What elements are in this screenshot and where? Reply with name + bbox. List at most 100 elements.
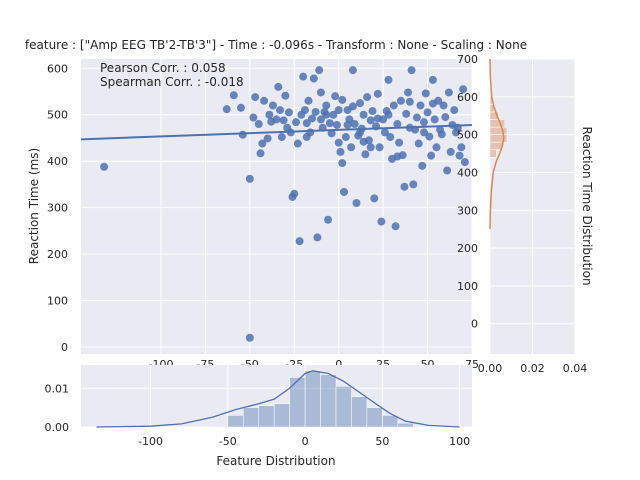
- scatter-point: [277, 133, 286, 142]
- bottom-hist-x-ticks: -100 -50 0 50 100: [138, 435, 470, 448]
- scatter-point: [384, 110, 393, 119]
- bottom-hist-y-ticks: 0.00 0.01: [45, 382, 70, 434]
- scatter-point: [386, 133, 395, 142]
- spearman-annotation: Spearman Corr. : -0.018: [100, 75, 244, 89]
- right-x-tick-label: 0.00: [478, 362, 503, 375]
- right-hist-grid: [489, 58, 576, 354]
- scatter-point: [444, 88, 453, 97]
- scatter-point: [404, 88, 413, 97]
- scatter-point: [414, 139, 423, 148]
- scatter-point: [384, 75, 393, 84]
- scatter-point: [324, 215, 333, 224]
- scatter-point: [229, 91, 238, 100]
- scatter-point: [245, 174, 254, 183]
- regression-line: [80, 123, 473, 141]
- scatter-y-tick-label: 200: [47, 248, 68, 261]
- bottom-hist-bar: [227, 415, 244, 428]
- scatter-point: [405, 97, 414, 106]
- bottom-hist-bar: [320, 374, 337, 428]
- scatter-point: [309, 74, 318, 83]
- scatter-point: [322, 110, 331, 119]
- scatter-point: [315, 66, 324, 75]
- right-hist-bar: [489, 126, 508, 135]
- scatter-point: [350, 120, 359, 129]
- scatter-point: [293, 139, 302, 148]
- scatter-point: [460, 158, 469, 167]
- scatter-point: [302, 133, 311, 142]
- scatter-point: [437, 130, 446, 139]
- bottom-hist-bar: [289, 377, 306, 428]
- scatter-y-tick-label: 300: [47, 202, 68, 215]
- scatter-point: [316, 88, 325, 97]
- bottom-hist-bar: [366, 407, 383, 428]
- right-y-tick-label: 400: [457, 166, 478, 179]
- scatter-point: [311, 107, 320, 116]
- bottom-x-tick-label: -100: [138, 435, 163, 448]
- scatter-point: [334, 138, 343, 147]
- scatter-point: [428, 75, 437, 84]
- scatter-point: [284, 108, 293, 117]
- right-y-tick-label: 200: [457, 242, 478, 255]
- scatter-point: [400, 182, 409, 191]
- scatter-point: [265, 110, 274, 119]
- right-axis-label: Reaction Time Distribution: [580, 126, 594, 285]
- scatter-point: [292, 118, 301, 127]
- right-x-tick-label: 0.02: [520, 362, 545, 375]
- scatter-point: [366, 116, 375, 125]
- scatter-point: [279, 116, 288, 125]
- scatter-point: [361, 150, 370, 159]
- scatter-point: [420, 118, 429, 127]
- feature-distribution-panel: -100 -50 0 50 100 0.00 0.01 Feature Distribut…: [45, 365, 472, 468]
- scatter-y-tick-label: 600: [47, 62, 68, 75]
- scatter-x-tick-label: 0: [335, 358, 342, 371]
- scatter-point: [420, 128, 429, 137]
- scatter-point: [430, 115, 439, 124]
- right-y-tick-label: 100: [457, 280, 478, 293]
- scatter-point: [251, 93, 260, 102]
- scatter-point: [421, 89, 430, 98]
- scatter-y-ticks: 0 100 200 300 400 500 600: [47, 62, 68, 354]
- scatter-points: [100, 66, 469, 342]
- pearson-annotation: Pearson Corr. : 0.058: [100, 61, 226, 75]
- scatter-point: [427, 151, 436, 160]
- bottom-hist-bar: [243, 407, 259, 428]
- bottom-x-tick-label: 100: [449, 435, 470, 448]
- scatter-point: [222, 105, 231, 114]
- bottom-y-tick-label: 0.00: [45, 421, 70, 434]
- scatter-point: [375, 143, 384, 152]
- scatter-point: [416, 101, 425, 110]
- bottom-hist-bar: [382, 415, 399, 428]
- right-hist-kde: [489, 58, 505, 230]
- scatter-point: [356, 99, 365, 108]
- scatter-point: [393, 120, 402, 129]
- scatter-point: [256, 149, 265, 158]
- scatter-point: [343, 120, 352, 129]
- scatter-point: [396, 96, 405, 105]
- reaction-time-distribution-panel: 0.00 0.02 0.04 0 100 200 300 400 500 600 700 Reac…: [457, 53, 594, 375]
- scatter-point: [443, 166, 452, 175]
- scatter-point: [274, 82, 283, 91]
- scatter-point: [393, 152, 402, 161]
- scatter-point: [300, 106, 309, 115]
- scatter-point: [409, 180, 418, 189]
- scatter-point: [258, 139, 267, 148]
- bottom-hist-bar: [304, 370, 321, 428]
- scatter-point: [308, 114, 317, 123]
- right-x-tick-label: 0.04: [563, 362, 588, 375]
- right-y-tick-label: 0: [471, 318, 478, 331]
- scatter-point: [363, 93, 372, 102]
- scatter-point: [276, 106, 285, 115]
- right-hist-x-ticks: 0.00 0.02 0.04: [478, 362, 588, 375]
- scatter-point: [272, 115, 281, 124]
- bottom-x-tick-label: -50: [219, 435, 237, 448]
- scatter-point: [356, 128, 365, 137]
- right-y-tick-label: 500: [457, 129, 478, 142]
- bottom-hist-bar: [212, 425, 229, 428]
- scatter-point: [332, 120, 341, 129]
- scatter-point: [389, 101, 398, 110]
- bottom-hist-bar: [351, 396, 368, 428]
- scatter-point: [446, 147, 455, 156]
- scatter-grid: [81, 59, 473, 354]
- scatter-point: [341, 133, 350, 142]
- scatter-point: [347, 143, 356, 152]
